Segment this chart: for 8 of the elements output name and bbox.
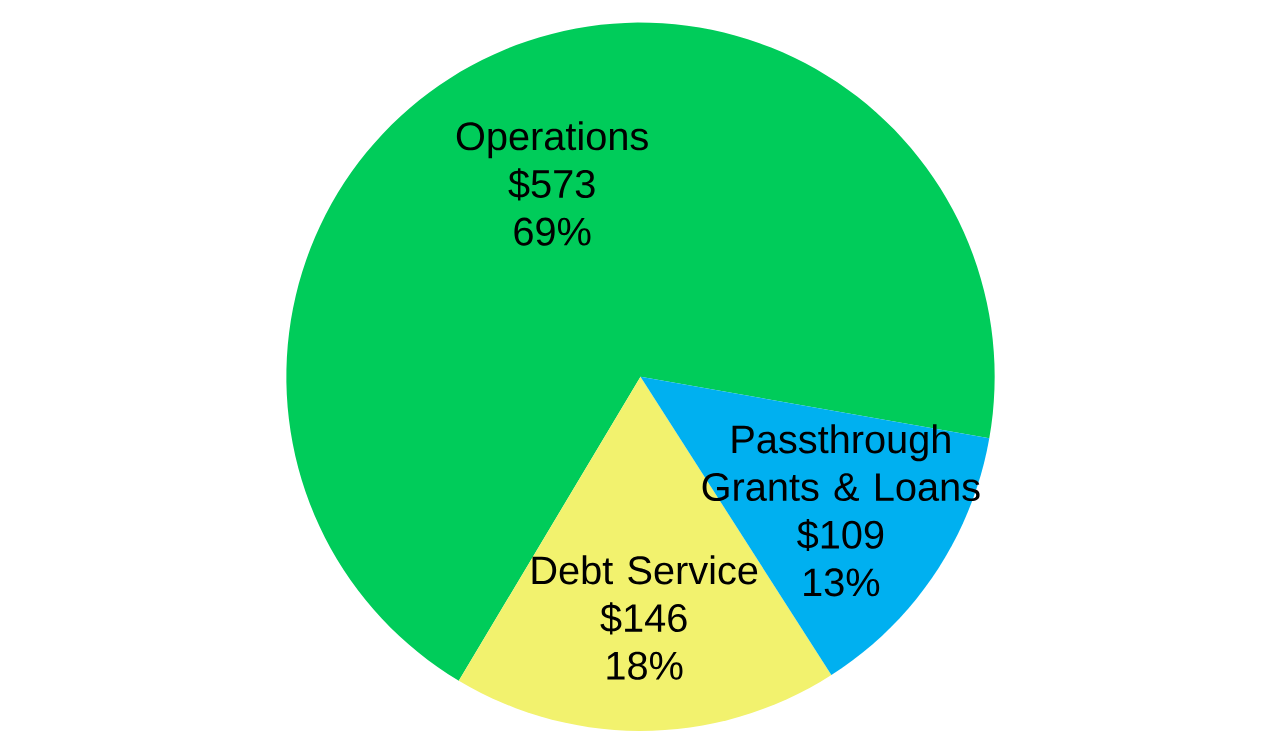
data-label: $146 xyxy=(600,602,687,635)
text: 18% xyxy=(607,651,683,681)
data-label: $573 xyxy=(508,168,595,201)
data-label: $109 xyxy=(797,519,884,552)
text: 13% xyxy=(804,568,880,597)
slice-label: Operations xyxy=(456,121,648,159)
slice-label: Debt Service xyxy=(532,555,758,585)
text: 69% xyxy=(514,217,591,246)
